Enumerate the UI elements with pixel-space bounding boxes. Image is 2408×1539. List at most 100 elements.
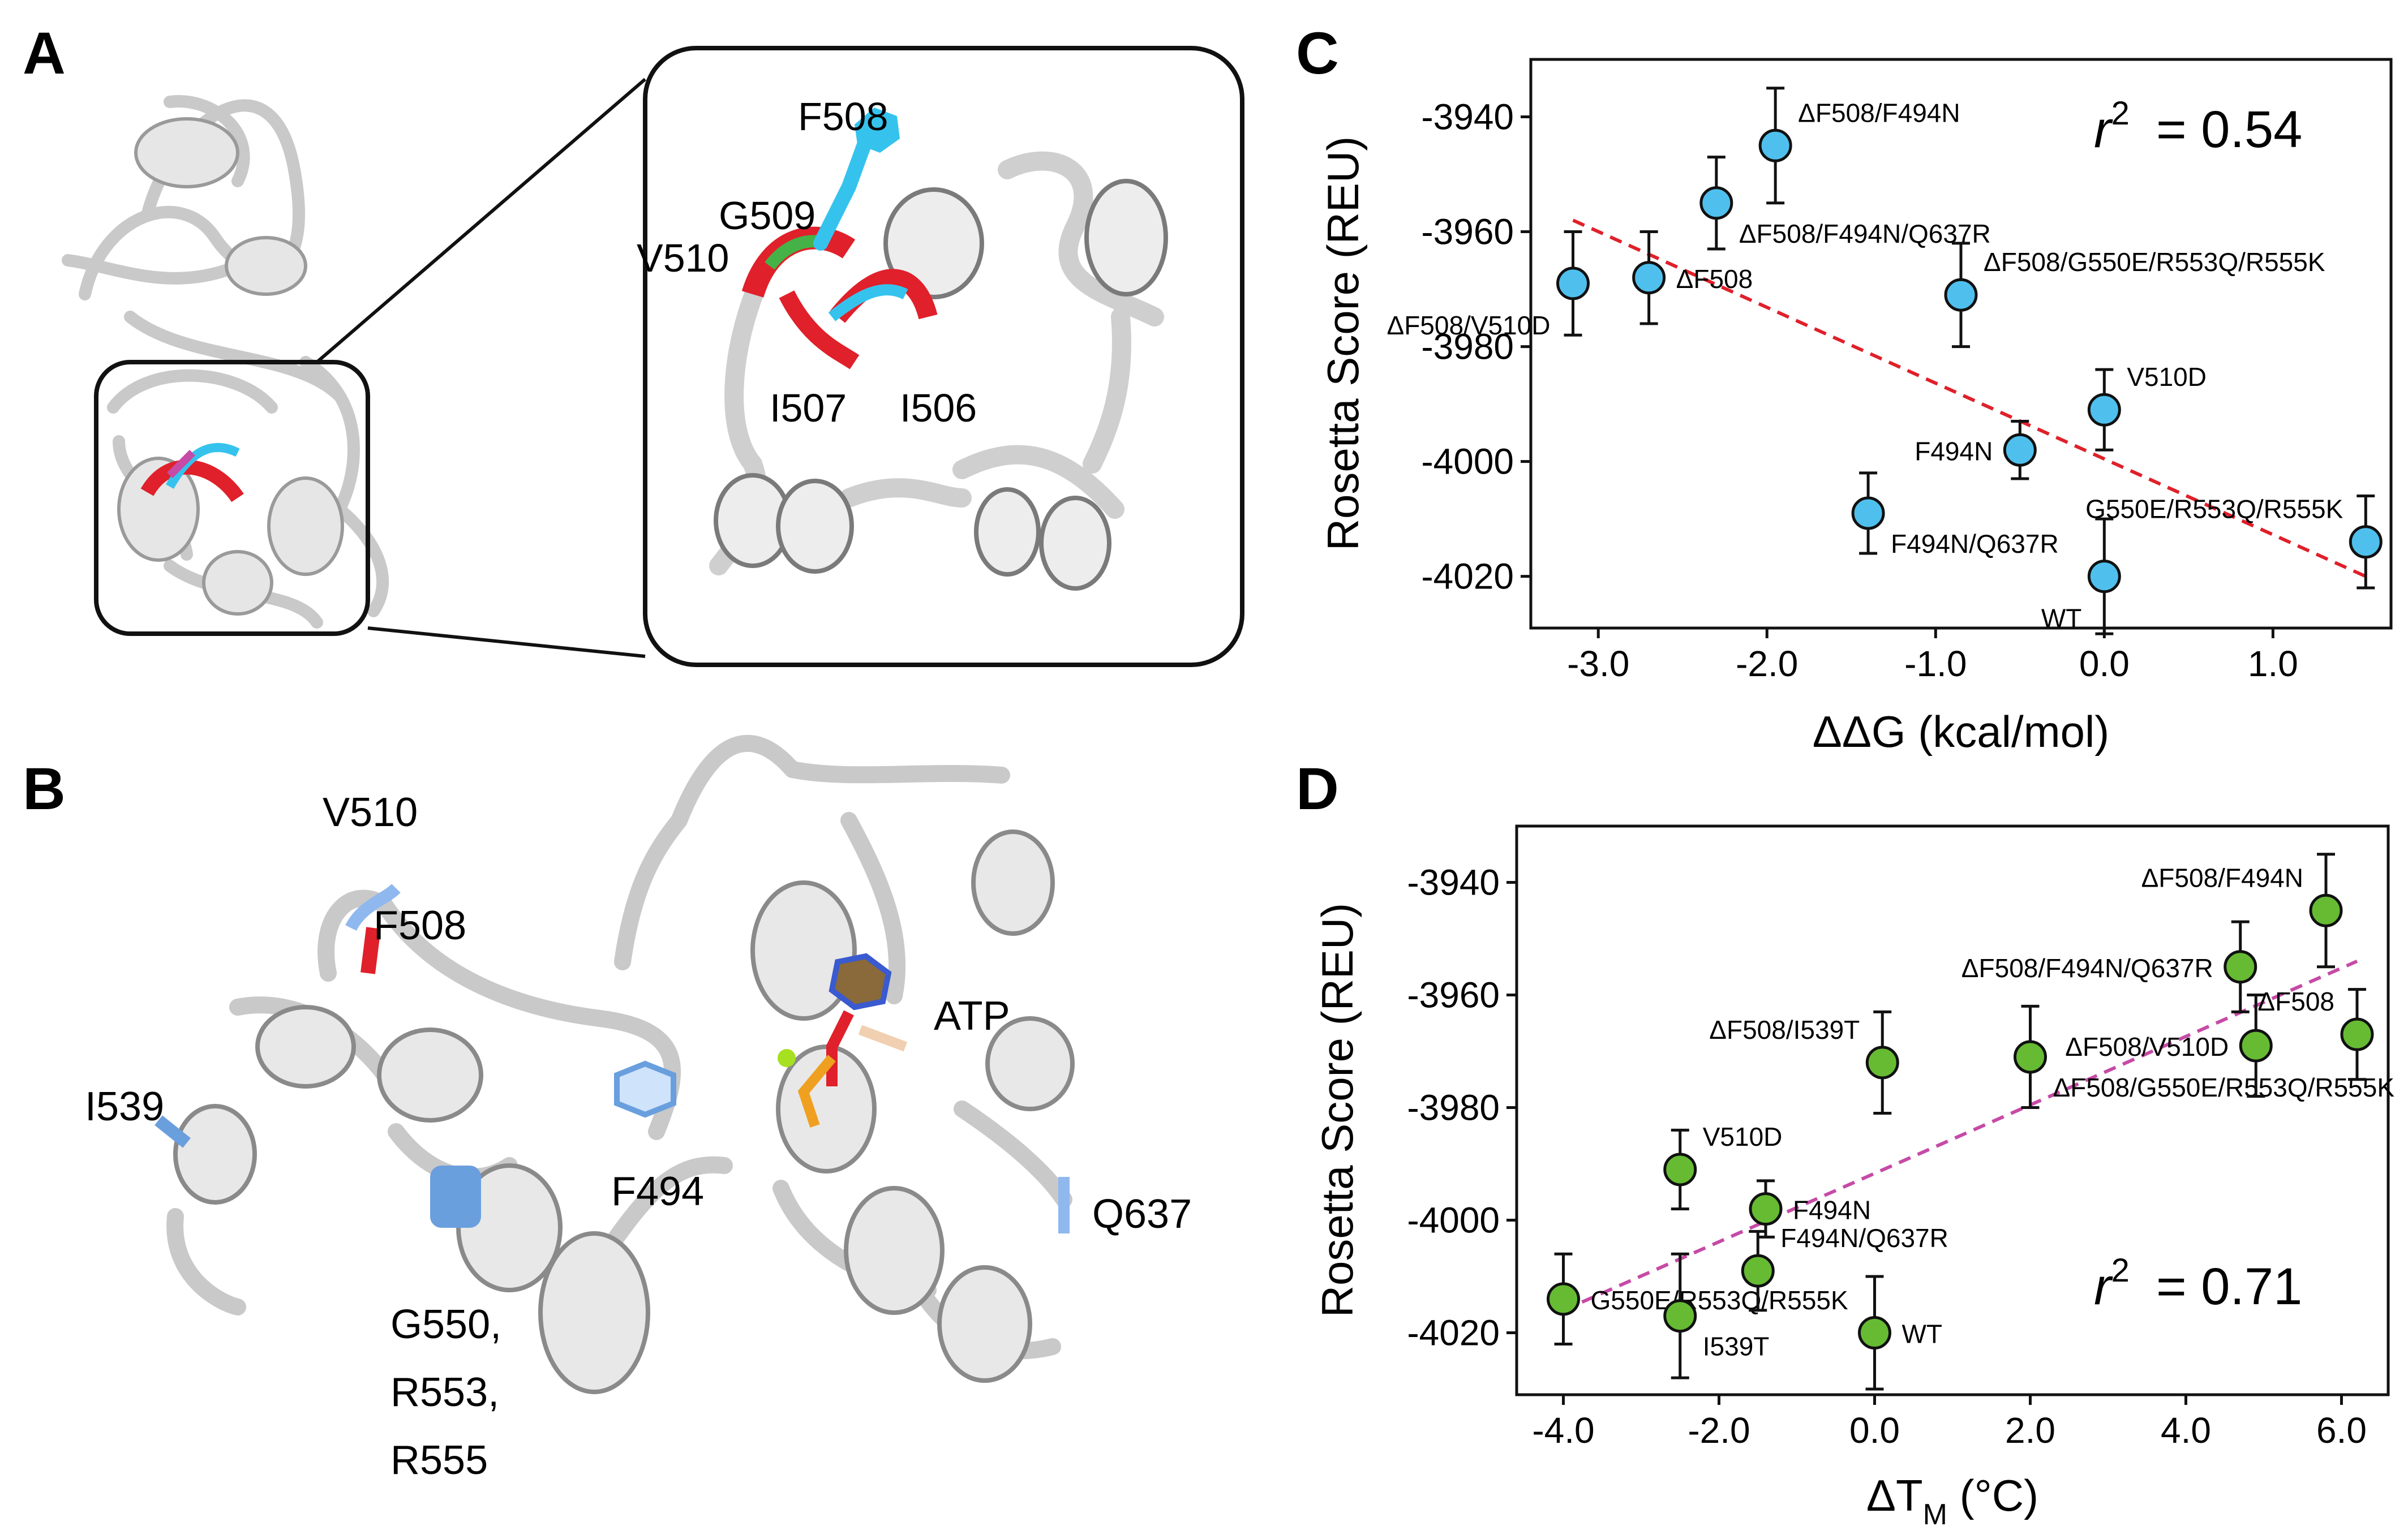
panel-a-label-v510: V510 bbox=[637, 236, 729, 280]
chart-d-ylabel: Rosetta Score (REU) bbox=[1312, 903, 1362, 1318]
panel-b-protein-structure bbox=[154, 734, 1075, 1394]
panel-letter-a: A bbox=[23, 20, 66, 87]
chart-c-point-label: ΔF508/V510D bbox=[1387, 311, 1550, 340]
chart-c-point-label: V510D bbox=[2127, 362, 2207, 392]
chart-d-xtick-label: 0.0 bbox=[1849, 1410, 1900, 1451]
chart-c-r2-annotation: r2 = 0.54 bbox=[2094, 95, 2302, 158]
chart-d-point-label: F494N/Q637R bbox=[1780, 1223, 1948, 1253]
panel-a-zoom-region bbox=[94, 360, 370, 636]
chart-d-point-label: ΔF508 bbox=[2257, 987, 2334, 1016]
panel-b-label-q637: Q637 bbox=[1092, 1192, 1192, 1237]
chart-c-point-marker bbox=[2349, 525, 2383, 559]
chart-d-point-label: ΔF508/V510D bbox=[2065, 1032, 2229, 1061]
chart-d-point-label: WT bbox=[1902, 1319, 1943, 1349]
chart-d-r2-value: = 0.71 bbox=[2156, 1258, 2302, 1316]
chart-d-ytick-label: -4000 bbox=[1407, 1200, 1500, 1241]
chart-c-xtick-label: -3.0 bbox=[1567, 643, 1629, 684]
chart-d-point-label: F494N bbox=[1793, 1196, 1871, 1225]
chart-c-ytick-label: -3960 bbox=[1421, 212, 1514, 252]
chart-d-ytick-label: -3960 bbox=[1407, 975, 1500, 1016]
chart-c-point-marker bbox=[1758, 128, 1792, 162]
chart-c-point-label: ΔF508/F494N/Q637R bbox=[1739, 219, 1991, 248]
chart-d-xlabel: ΔTM (°C) bbox=[1866, 1471, 2038, 1531]
chart-c-point-label: F494N bbox=[1915, 436, 1993, 466]
chart-d-xlabel-sub: M bbox=[1923, 1498, 1947, 1531]
chart-c-point-marker bbox=[2003, 433, 2037, 467]
chart-d-point-label: G550E/R553Q/R555K bbox=[1591, 1286, 1848, 1315]
chart-d-point-label: ΔF508/G550E/R553Q/R555K bbox=[2053, 1073, 2395, 1102]
chart-d-ytick-label: -4020 bbox=[1407, 1313, 1500, 1353]
panel-a-label-i506: I506 bbox=[900, 386, 977, 430]
chart-d-point-label: ΔF508/I539T bbox=[1709, 1015, 1860, 1044]
panel-a-inset-ribbon bbox=[709, 108, 1168, 591]
chart-c-r2-value: = 0.54 bbox=[2156, 101, 2302, 158]
panel-a-zoom-line-bottom bbox=[367, 626, 646, 658]
chart-d-point-marker bbox=[2239, 1029, 2273, 1063]
chart-c-ytick-label: -3940 bbox=[1421, 97, 1514, 137]
panel-a-label-i507: I507 bbox=[770, 386, 847, 430]
chart-d-points: G550E/R553Q/R555K I539T V510D F494NF494N/Q6… bbox=[1547, 853, 2395, 1391]
chart-d-xtick-label: -2.0 bbox=[1688, 1410, 1750, 1451]
chart-c-fit-line bbox=[1572, 218, 2367, 578]
panel-b-label-atp: ATP bbox=[934, 994, 1010, 1039]
panel-letter-c: C bbox=[1296, 20, 1339, 87]
chart-d-xlabel-unit: (°C) bbox=[1947, 1471, 2038, 1520]
chart-c-points: ΔF508/V510D ΔF508 ΔF508/F494N/Q637R ΔF508/F… bbox=[1387, 87, 2383, 635]
chart-d-xtick-label: -4.0 bbox=[1532, 1410, 1594, 1451]
panel-b-label-g550: G550, bbox=[390, 1302, 501, 1347]
chart-c-point-label: F494N/Q637R bbox=[1891, 529, 2059, 558]
chart-d-point-marker bbox=[2224, 950, 2257, 984]
panel-a-label-g509: G509 bbox=[719, 194, 815, 238]
chart-c-ytick-label: -4020 bbox=[1421, 556, 1514, 597]
panel-a-zoom-line-top bbox=[316, 78, 646, 364]
chart-c-point-marker bbox=[1851, 496, 1885, 530]
chart-d-point-marker bbox=[1865, 1046, 1899, 1080]
chart-c-x-ticks: -3.0 -2.0 -1.0 0.0 1.0 bbox=[1567, 628, 2298, 684]
chart-c: -3.0 -2.0 -1.0 0.0 1.0 -3940-3960-3980-4000-… bbox=[1318, 58, 2393, 756]
panel-b-label-f494: F494 bbox=[611, 1169, 704, 1214]
chart-d-ytick-label: -3980 bbox=[1407, 1087, 1500, 1128]
chart-d-y-ticks: -3940 -3960 -3980 -4000 -4020 bbox=[1407, 862, 1517, 1353]
chart-d-point-marker bbox=[1663, 1299, 1697, 1333]
chart-c-xtick-label: 1.0 bbox=[2248, 643, 2298, 684]
chart-c-ytick-label: -3980 bbox=[1421, 326, 1514, 367]
chart-d-ytick-label: -3940 bbox=[1407, 862, 1500, 903]
chart-c-point-label: ΔF508 bbox=[1676, 264, 1753, 294]
chart-d-point-label: V510D bbox=[1703, 1122, 1783, 1151]
chart-c-point-label: ΔF508/G550E/R553Q/R555K bbox=[1984, 247, 2325, 277]
chart-d-xtick-label: 6.0 bbox=[2316, 1410, 2367, 1451]
chart-c-xtick-label: -1.0 bbox=[1904, 643, 1967, 684]
chart-d-point-marker bbox=[2014, 1040, 2047, 1074]
chart-d-xtick-label: 4.0 bbox=[2161, 1410, 2211, 1451]
chart-d-point-label: I539T bbox=[1703, 1332, 1770, 1361]
chart-d-point-marker bbox=[1858, 1316, 1891, 1350]
chart-d-xtick-label: 2.0 bbox=[2005, 1410, 2055, 1451]
chart-c-point-marker bbox=[1699, 186, 1733, 220]
chart-c-point-label: ΔF508/F494N bbox=[1798, 98, 1960, 127]
chart-c-ylabel: Rosetta Score (REU) bbox=[1318, 136, 1368, 551]
panel-b-label-i539: I539 bbox=[85, 1084, 164, 1129]
chart-d-fit-line bbox=[1563, 960, 2358, 1312]
chart-c-xlabel: ΔΔG (kcal/mol) bbox=[1813, 707, 2110, 756]
chart-d-point-marker bbox=[1741, 1254, 1775, 1288]
panel-letter-d: D bbox=[1296, 756, 1339, 822]
chart-c-xtick-label: -2.0 bbox=[1736, 643, 1798, 684]
chart-d-xlabel-main: ΔT bbox=[1866, 1471, 1923, 1520]
chart-d-point-marker bbox=[2340, 1017, 2374, 1051]
chart-c-point-marker bbox=[1556, 266, 1590, 300]
panel-a-protein-overview bbox=[62, 95, 389, 629]
chart-d-point-marker bbox=[2309, 893, 2343, 927]
chart-d-fit-line-group bbox=[1563, 960, 2358, 1312]
panel-b-label-r555: R555 bbox=[390, 1438, 488, 1483]
chart-c-point-marker bbox=[2087, 393, 2121, 427]
chart-d-x-ticks: -4.0 -2.0 0.0 2.0 4.0 6.0 bbox=[1532, 1395, 2367, 1451]
chart-d-point-marker bbox=[1663, 1153, 1697, 1187]
chart-c-xtick-label: 0.0 bbox=[2079, 643, 2130, 684]
chart-d-point-marker bbox=[1547, 1282, 1580, 1316]
chart-d-point-label: ΔF508/F494N bbox=[2141, 863, 2303, 892]
chart-c-y-ticks: -3940 -3960 -3980 -4000 -4020 bbox=[1421, 97, 1531, 597]
chart-c-ytick-label: -4000 bbox=[1421, 441, 1514, 482]
panel-b-label-v510: V510 bbox=[323, 790, 418, 835]
chart-d-point-label: ΔF508/F494N/Q637R bbox=[1961, 953, 2213, 983]
